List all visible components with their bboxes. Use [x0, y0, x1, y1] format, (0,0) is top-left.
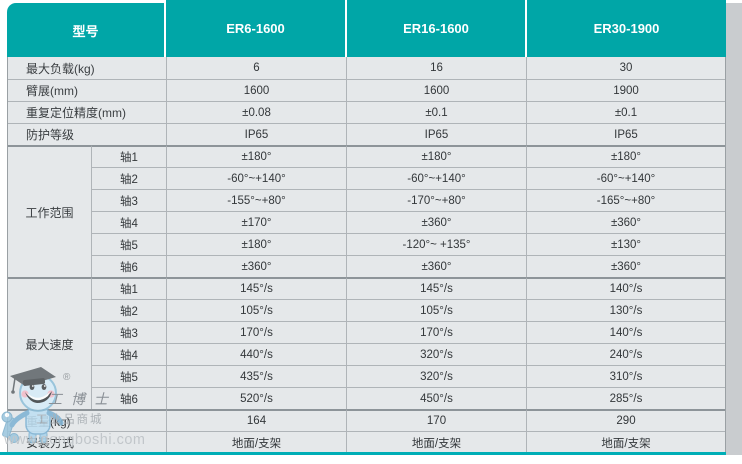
row-value: 16: [346, 57, 526, 79]
axis-label: 轴1: [91, 145, 166, 167]
row-value: ±180°: [346, 145, 526, 167]
row-value: 145°/s: [346, 277, 526, 299]
row-value: 145°/s: [166, 277, 346, 299]
row-value: 320°/s: [346, 343, 526, 365]
row-label: 重量(kg): [8, 409, 166, 431]
row-value: ±180°: [166, 233, 346, 255]
row-value: ±360°: [166, 255, 346, 277]
row-value: 290: [526, 409, 725, 431]
bottom-accent-rule: [0, 452, 726, 455]
row-value: 170°/s: [346, 321, 526, 343]
row-value: 435°/s: [166, 365, 346, 387]
spec-table-body: 最大负载(kg) 6 16 30 臂展(mm) 1600 1600 1900 重复定位精度(mm…: [7, 57, 726, 454]
row-value: 6: [166, 57, 346, 79]
row-value: ±360°: [526, 255, 725, 277]
row-label: 防护等级: [8, 123, 166, 145]
axis-label: 轴3: [91, 321, 166, 343]
row-value: -60°~+140°: [526, 167, 725, 189]
header-model-er16-1600: ER16-1600: [347, 0, 525, 57]
axis-label: 轴2: [91, 167, 166, 189]
row-value: -60°~+140°: [346, 167, 526, 189]
header-model-er30-1900: ER30-1900: [527, 0, 726, 57]
row-value: ±0.1: [346, 101, 526, 123]
row-value: 1900: [526, 79, 725, 101]
row-label: 重复定位精度(mm): [8, 101, 166, 123]
row-value: -170°~+80°: [346, 189, 526, 211]
row-value: 地面/支架: [526, 431, 725, 453]
axis-label: 轴6: [91, 387, 166, 409]
row-label: 最大负载(kg): [26, 61, 95, 76]
row-value: 440°/s: [166, 343, 346, 365]
axis-label: 轴2: [91, 299, 166, 321]
row-value: ±360°: [346, 255, 526, 277]
row-value: IP65: [166, 123, 346, 145]
row-value: ±360°: [346, 211, 526, 233]
row-value: IP65: [346, 123, 526, 145]
row-value: 285°/s: [526, 387, 725, 409]
row-value: ±170°: [166, 211, 346, 233]
row-value: 140°/s: [526, 277, 725, 299]
row-value: 520°/s: [166, 387, 346, 409]
spec-table-header: 型号 ER6-1600 ER16-1600 ER30-1900: [7, 0, 726, 57]
group-label: 最大速度: [8, 277, 91, 409]
row-value: 240°/s: [526, 343, 725, 365]
row-value: 130°/s: [526, 299, 725, 321]
header-model-er6-1600: ER6-1600: [166, 0, 345, 57]
row-value: 140°/s: [526, 321, 725, 343]
axis-label: 轴6: [91, 255, 166, 277]
row-value: 310°/s: [526, 365, 725, 387]
row-value: ±130°: [526, 233, 725, 255]
row-value: ±0.1: [526, 101, 725, 123]
row-value: -60°~+140°: [166, 167, 346, 189]
row-value: -155°~+80°: [166, 189, 346, 211]
row-value: ±180°: [526, 145, 725, 167]
header-model-label: 型号: [7, 3, 164, 57]
row-value: ±0.08: [166, 101, 346, 123]
page-background-band: [726, 3, 742, 455]
row-value: 地面/支架: [166, 431, 346, 453]
row-value: 450°/s: [346, 387, 526, 409]
row-value: -120°~ +135°: [346, 233, 526, 255]
axis-label: 轴5: [91, 365, 166, 387]
axis-label: 轴5: [91, 233, 166, 255]
group-label: 工作范围: [8, 145, 91, 277]
row-value: 1600: [346, 79, 526, 101]
row-value: IP65: [526, 123, 725, 145]
row-value: 地面/支架: [346, 431, 526, 453]
axis-label: 轴1: [91, 277, 166, 299]
row-value: 170°/s: [166, 321, 346, 343]
row-value: -165°~+80°: [526, 189, 725, 211]
axis-label: 轴4: [91, 343, 166, 365]
row-label: 安装方式: [8, 431, 166, 453]
row-value: 164: [166, 409, 346, 431]
row-value: 105°/s: [166, 299, 346, 321]
row-value: 320°/s: [346, 365, 526, 387]
row-value: ±180°: [166, 145, 346, 167]
row-value: 30: [526, 57, 725, 79]
row-value: 105°/s: [346, 299, 526, 321]
axis-label: 轴3: [91, 189, 166, 211]
row-label: 臂展(mm): [8, 79, 166, 101]
row-value: 1600: [166, 79, 346, 101]
row-value: ±360°: [526, 211, 725, 233]
axis-label: 轴4: [91, 211, 166, 233]
row-value: 170: [346, 409, 526, 431]
